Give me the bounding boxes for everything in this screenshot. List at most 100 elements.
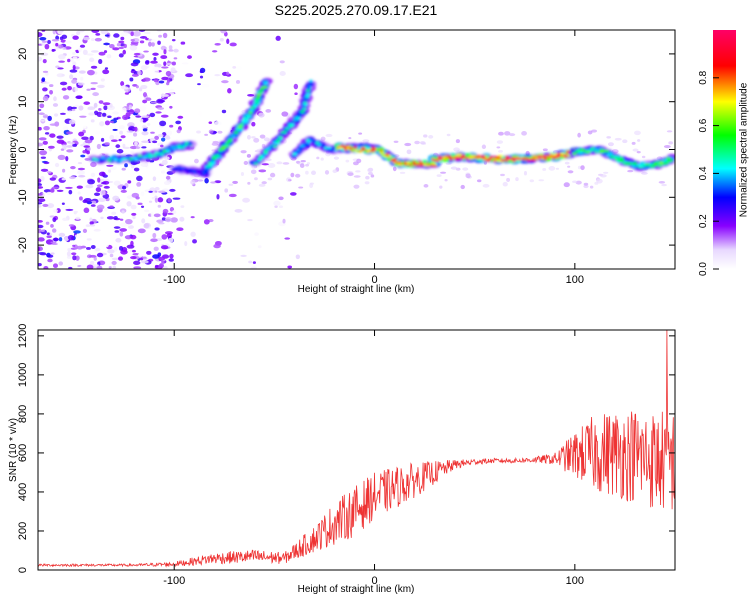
noise-speckle	[77, 30, 85, 33]
noise-speckle	[45, 221, 50, 225]
noise-speckle	[94, 192, 101, 196]
noise-speckle	[107, 115, 112, 119]
noise-speckle	[161, 76, 169, 81]
ridge-blob	[266, 147, 272, 150]
noise-speckle	[74, 86, 79, 92]
x-tick-label: 0	[371, 575, 377, 587]
noise-speckle	[75, 255, 80, 261]
noise-speckle	[240, 171, 245, 177]
ridge-blob	[257, 93, 262, 97]
ridge-blob	[296, 151, 302, 155]
noise-speckle	[119, 228, 127, 232]
noise-speckle	[103, 208, 108, 212]
noise-speckle	[141, 131, 149, 136]
noise-speckle	[100, 137, 105, 142]
noise-speckle	[267, 162, 276, 169]
noise-speckle	[157, 107, 165, 110]
noise-speckle	[120, 189, 127, 193]
noise-speckle	[133, 167, 140, 172]
noise-speckle	[65, 155, 69, 162]
noise-speckle	[72, 143, 78, 147]
noise-speckle	[112, 265, 117, 269]
noise-speckle	[221, 80, 229, 84]
noise-speckle	[122, 49, 126, 55]
noise-speckle	[119, 222, 127, 228]
y-tick-label: 1000	[17, 363, 29, 387]
noise-speckle	[38, 126, 42, 131]
noise-speckle	[142, 77, 151, 82]
ridge-blob	[298, 114, 303, 118]
noise-speckle	[197, 179, 204, 182]
noise-speckle	[152, 176, 157, 182]
noise-speckle	[141, 140, 150, 144]
noise-speckle	[166, 78, 171, 83]
noise-speckle	[90, 81, 98, 85]
noise-speckle	[229, 42, 237, 47]
noise-speckle	[38, 183, 42, 187]
noise-speckle	[68, 224, 75, 227]
noise-speckle	[42, 113, 48, 119]
noise-speckle	[151, 38, 156, 43]
noise-speckle	[82, 150, 87, 154]
noise-speckle	[131, 73, 139, 77]
noise-speckle	[68, 119, 76, 125]
noise-speckle	[132, 252, 140, 256]
noise-speckle	[146, 250, 152, 255]
spectrogram-x-ticks: -100 0 100	[163, 30, 584, 286]
noise-speckle	[224, 188, 229, 193]
noise-speckle	[356, 158, 362, 164]
noise-speckle	[154, 195, 158, 199]
noise-speckle	[84, 139, 93, 144]
ridge-blob	[305, 95, 310, 98]
noise-speckle	[132, 38, 140, 43]
ridge-blob	[305, 89, 311, 92]
y-tick-label: 20	[17, 48, 29, 60]
noise-speckle	[251, 136, 256, 139]
noise-speckle	[165, 217, 172, 223]
noise-speckle	[61, 202, 65, 206]
snr-x-axis-label: Height of straight line (km)	[298, 584, 415, 595]
noise-speckle	[139, 40, 145, 44]
noise-speckle	[197, 83, 201, 86]
noise-speckle	[392, 166, 397, 172]
noise-speckle	[85, 184, 94, 189]
noise-speckle	[71, 108, 76, 112]
spectrogram-ridges	[87, 77, 675, 178]
noise-speckle	[90, 172, 96, 177]
noise-speckle	[164, 135, 170, 139]
ridge-blob	[302, 107, 307, 111]
noise-speckle	[158, 190, 166, 194]
noise-speckle	[70, 165, 76, 170]
noise-speckle	[306, 162, 310, 165]
noise-speckle	[65, 145, 74, 148]
noise-speckle	[165, 62, 172, 65]
noise-speckle	[128, 104, 133, 110]
noise-speckle	[68, 189, 73, 195]
noise-speckle	[121, 107, 127, 113]
noise-speckle	[98, 51, 106, 56]
noise-speckle	[39, 150, 48, 156]
noise-speckle	[293, 83, 299, 90]
noise-speckle	[567, 170, 574, 174]
noise-speckle	[180, 205, 185, 208]
noise-speckle	[168, 45, 173, 50]
noise-speckle	[104, 120, 110, 126]
noise-speckle	[445, 162, 452, 165]
noise-speckle	[232, 66, 237, 69]
noise-speckle	[41, 119, 45, 122]
noise-speckle	[115, 144, 121, 149]
noise-speckle	[587, 130, 593, 135]
noise-speckle	[404, 142, 412, 147]
ridge-blob	[455, 156, 461, 159]
noise-speckle	[122, 185, 127, 190]
ridge-blob	[244, 117, 250, 121]
ridge-blob	[290, 123, 295, 127]
noise-speckle	[583, 182, 589, 186]
noise-speckle	[145, 60, 150, 64]
noise-speckle	[332, 169, 338, 174]
noise-speckle	[353, 175, 361, 178]
noise-speckle	[278, 205, 284, 209]
noise-speckle	[168, 49, 174, 52]
noise-speckle	[247, 181, 251, 185]
noise-speckle	[658, 180, 666, 184]
